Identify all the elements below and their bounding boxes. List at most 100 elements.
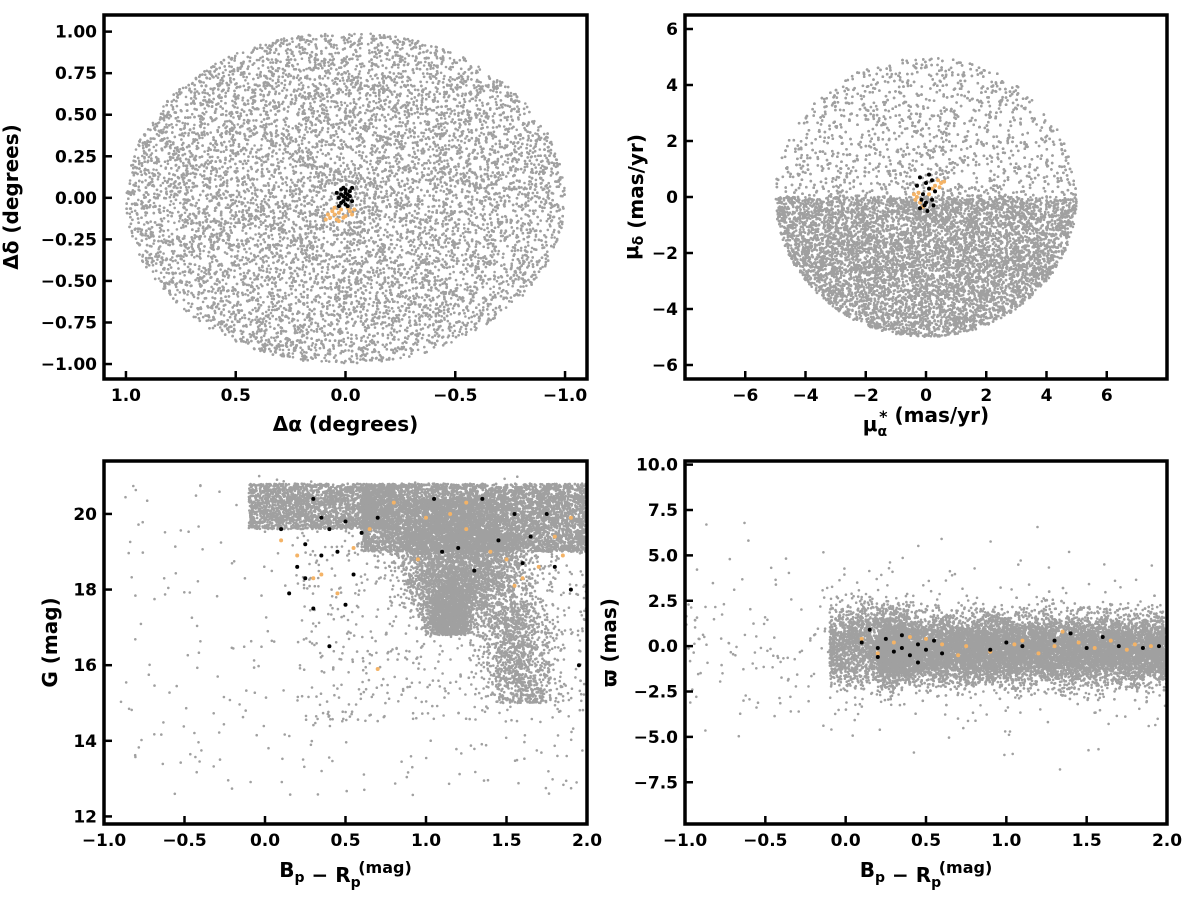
field-star-point — [176, 158, 179, 161]
field-star-point — [279, 222, 282, 225]
field-star-point — [400, 245, 403, 248]
field-star-point — [176, 228, 179, 231]
field-star-point — [552, 231, 555, 234]
field-star-point — [510, 92, 513, 95]
field-star-point — [131, 211, 134, 214]
field-star-point — [497, 226, 500, 229]
field-star-point — [534, 209, 537, 212]
field-star-point — [342, 338, 345, 341]
field-star-point — [356, 174, 359, 177]
field-star-point — [369, 163, 372, 166]
field-star-point — [307, 232, 310, 235]
field-star-point — [182, 165, 185, 168]
field-star-point — [423, 346, 426, 349]
field-star-point — [509, 234, 512, 237]
field-star-point — [343, 238, 346, 241]
field-star-point — [211, 296, 214, 299]
field-star-point — [329, 106, 332, 109]
field-star-point — [492, 309, 495, 312]
field-star-point — [182, 87, 185, 90]
field-star-point — [416, 186, 419, 189]
field-star-point — [369, 222, 372, 225]
field-star-point — [353, 164, 356, 167]
field-star-point — [396, 278, 399, 281]
field-star-point — [315, 156, 318, 159]
field-star-point — [316, 330, 319, 333]
field-star-point — [468, 317, 471, 320]
field-star-point — [401, 171, 404, 174]
field-star-point — [439, 253, 442, 256]
field-star-point — [141, 155, 144, 158]
field-star-point — [327, 268, 330, 271]
field-star-point — [360, 281, 363, 284]
field-star-point — [489, 288, 492, 291]
field-star-point — [458, 144, 461, 147]
field-star-point — [182, 135, 185, 138]
field-star-point — [367, 336, 370, 339]
field-star-point — [256, 157, 259, 160]
field-star-point — [493, 271, 496, 274]
field-star-point — [303, 91, 306, 94]
field-star-point — [234, 57, 237, 60]
field-star-point — [185, 186, 188, 189]
field-star-point — [316, 354, 319, 357]
field-star-point — [228, 62, 231, 65]
field-star-point — [459, 328, 462, 331]
field-star-point — [321, 277, 324, 280]
field-star-point — [415, 273, 418, 276]
field-star-point — [498, 140, 501, 143]
field-star-point — [451, 78, 454, 81]
field-star-point — [395, 259, 398, 262]
field-star-point — [371, 144, 374, 147]
field-star-point — [548, 189, 551, 192]
field-star-point — [265, 228, 268, 231]
field-star-point — [221, 285, 224, 288]
field-star-point — [527, 232, 530, 235]
field-star-point — [472, 300, 475, 303]
field-star-point — [423, 194, 426, 197]
field-star-point — [271, 79, 274, 82]
field-star-point — [198, 92, 201, 95]
field-star-point — [354, 172, 357, 175]
field-star-point — [254, 187, 257, 190]
field-star-point — [323, 237, 326, 240]
field-star-point — [405, 129, 408, 132]
field-star-point — [307, 116, 310, 119]
field-star-point — [230, 222, 233, 225]
field-star-point — [220, 100, 223, 103]
field-star-point — [291, 292, 294, 295]
field-star-point — [466, 283, 469, 286]
field-star-point — [388, 162, 391, 165]
field-star-point — [257, 255, 260, 258]
field-star-point — [325, 106, 328, 109]
field-star-point — [271, 58, 274, 61]
field-star-point — [470, 328, 473, 331]
field-star-point — [244, 79, 247, 82]
field-star-point — [465, 84, 468, 87]
field-star-point — [316, 151, 319, 154]
field-star-point — [200, 270, 203, 273]
field-star-point — [223, 304, 226, 307]
field-star-point — [328, 174, 331, 177]
field-star-point — [162, 110, 165, 113]
field-star-point — [227, 203, 230, 206]
field-star-point — [394, 199, 397, 202]
field-star-point — [253, 272, 256, 275]
field-star-point — [431, 61, 434, 64]
field-star-point — [461, 151, 464, 154]
field-star-point — [340, 101, 343, 104]
field-star-point — [534, 195, 537, 198]
field-star-point — [492, 291, 495, 294]
field-star-point — [163, 238, 166, 241]
field-star-point — [391, 234, 394, 237]
field-star-point — [334, 52, 337, 55]
field-star-point — [184, 212, 187, 215]
field-star-point — [436, 57, 439, 60]
field-star-point — [183, 260, 186, 263]
field-star-point — [295, 302, 298, 305]
field-star-point — [559, 183, 562, 186]
field-star-point — [214, 63, 217, 66]
field-star-point — [376, 267, 379, 270]
field-star-point — [375, 217, 378, 220]
field-star-point — [476, 313, 479, 316]
